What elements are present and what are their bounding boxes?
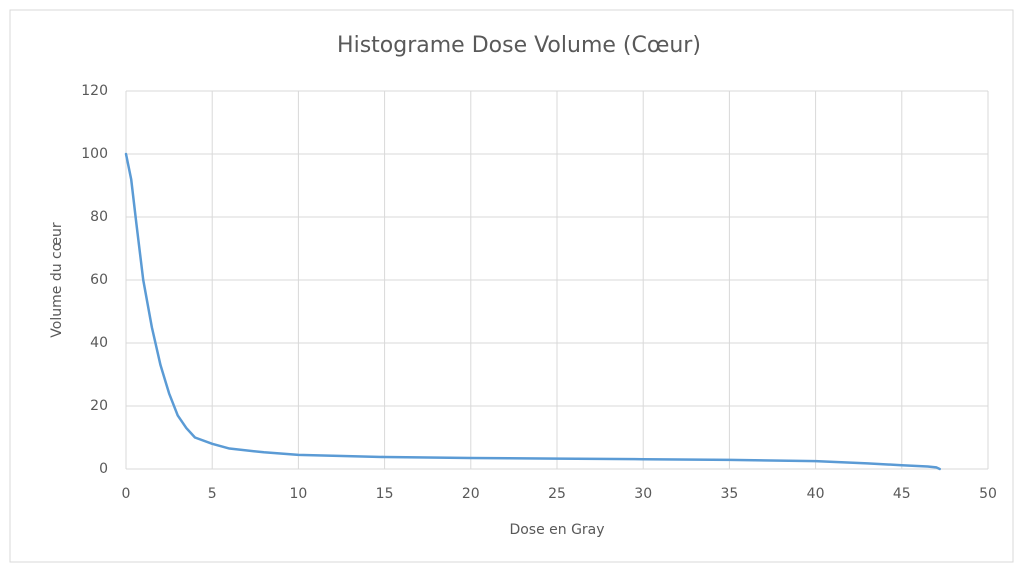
x-tick-label: 5 [208,486,217,502]
x-tick-label: 15 [376,486,394,502]
y-tick-label: 60 [90,272,108,288]
x-tick-label: 10 [289,486,307,502]
y-tick-label: 80 [90,209,108,225]
y-tick-label: 100 [81,146,108,162]
chart-frame [9,9,1014,563]
x-tick-label: 30 [634,486,652,502]
y-tick-label: 120 [81,83,108,99]
y-tick-label: 0 [99,461,108,477]
x-tick-label: 0 [122,486,131,502]
y-tick-label: 40 [90,335,108,351]
chart-title: Histograme Dose Volume (Cœur) [337,33,701,58]
x-tick-label: 20 [462,486,480,502]
y-tick-label: 20 [90,398,108,414]
y-axis-label: Volume du cœur [49,222,65,338]
x-tick-label: 35 [720,486,738,502]
x-tick-label: 45 [893,486,911,502]
data-line [124,152,941,471]
x-tick-label: 40 [807,486,825,502]
x-tick-label: 25 [548,486,566,502]
x-axis-label: Dose en Gray [509,522,604,538]
x-tick-label: 50 [979,486,997,502]
